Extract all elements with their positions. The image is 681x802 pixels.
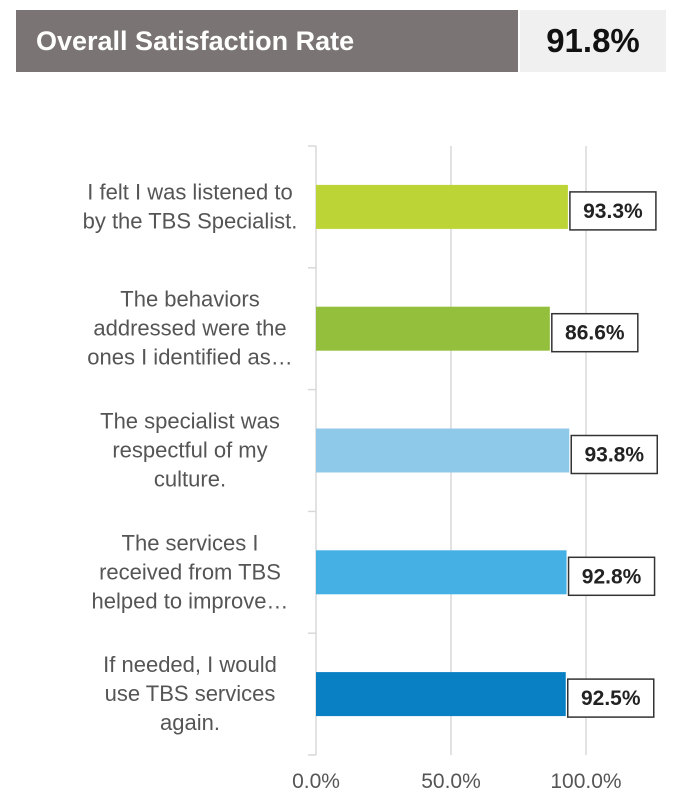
category-label: I felt I was listened to by the TBS Speci… (83, 179, 298, 233)
category-label-line: helped to improve… (92, 588, 289, 613)
category-label-line: respectful of my (112, 438, 267, 463)
category-label: The behaviors addressed were the ones I id… (87, 287, 292, 370)
bar (316, 306, 550, 351)
data-label-box (551, 312, 639, 353)
category-label-line: ones I identified as… (87, 345, 292, 370)
category-label-line: culture. (154, 467, 226, 492)
category-label-line: The behaviors (120, 287, 259, 312)
category-label-line: The specialist was (100, 409, 280, 434)
data-label: 93.3% (583, 200, 643, 223)
overall-satisfaction-value: 91.8% (520, 10, 666, 72)
category-label-line: use TBS services (105, 681, 276, 706)
data-label: 93.8% (584, 444, 644, 467)
bar (316, 672, 566, 717)
x-tick-label: 0.0% (292, 770, 340, 793)
data-label: 86.6% (565, 322, 625, 345)
category-label: The services I received from TBS helped to… (92, 530, 289, 613)
category-label-line: addressed were the (93, 316, 286, 341)
data-label-box (570, 434, 659, 475)
data-label: 92.5% (581, 687, 641, 710)
overall-satisfaction-title: Overall Satisfaction Rate (16, 10, 518, 72)
data-label: 92.8% (582, 565, 642, 588)
bar (316, 428, 570, 473)
category-label-line: received from TBS (99, 559, 281, 584)
category-label-line: The services I (122, 530, 259, 555)
data-label-box (567, 678, 655, 718)
bar (316, 550, 567, 595)
x-tick-label: 100.0% (550, 770, 621, 793)
category-label-line: again. (160, 710, 220, 735)
category-label: If needed, I would use TBS services again. (103, 652, 277, 735)
category-label-line: I felt I was listened to (87, 179, 292, 204)
data-label-box (567, 556, 656, 597)
category-label-line: If needed, I would (103, 652, 277, 677)
data-label-box (569, 191, 657, 231)
bar (316, 184, 568, 229)
category-label: The specialist was respectful of my cultur… (100, 409, 280, 492)
x-tick-label: 50.0% (421, 770, 481, 793)
category-label-line: by the TBS Specialist. (83, 208, 298, 233)
